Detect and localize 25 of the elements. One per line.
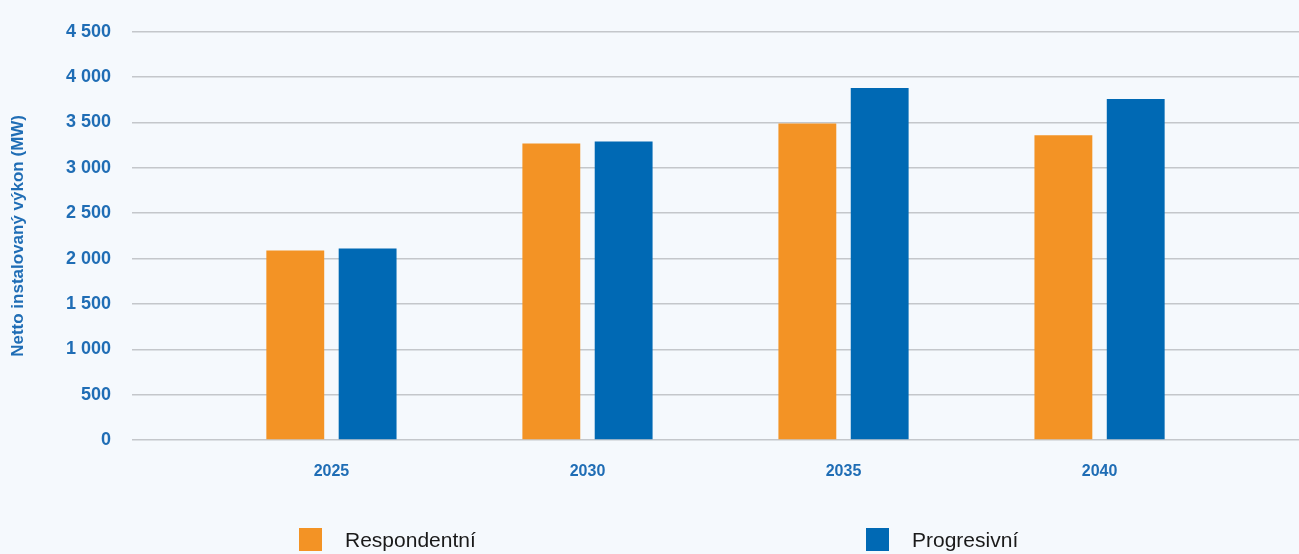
x-tick-label: 2030 — [569, 462, 606, 480]
y-tick-label: 2 500 — [65, 202, 111, 223]
bar — [850, 88, 909, 440]
y-tick-label: 1 000 — [65, 338, 111, 359]
legend-label: Respondentní — [345, 528, 476, 551]
y-tick-label: 2 000 — [65, 247, 111, 268]
y-tick-label: 3 500 — [65, 111, 111, 132]
bar — [594, 141, 653, 440]
y-tick-label: 3 000 — [65, 156, 111, 177]
bar — [266, 250, 325, 440]
bar — [522, 143, 581, 440]
bar — [338, 248, 397, 440]
x-tick-label: 2040 — [1081, 462, 1118, 480]
x-tick-label: 2025 — [313, 462, 350, 480]
bar — [778, 123, 837, 440]
bar — [1106, 98, 1165, 440]
y-tick-label: 500 — [80, 383, 111, 404]
legend-label: Progresivní — [912, 528, 1019, 551]
bar — [1034, 135, 1093, 440]
y-tick-label: 0 — [100, 428, 111, 449]
x-tick-label: 2035 — [825, 462, 862, 480]
y-tick-label: 4 500 — [65, 20, 111, 41]
y-tick-label: 4 000 — [65, 66, 111, 87]
y-axis-title: Netto instalovaný výkon (MW) — [7, 114, 27, 357]
y-tick-label: 1 500 — [65, 292, 111, 313]
